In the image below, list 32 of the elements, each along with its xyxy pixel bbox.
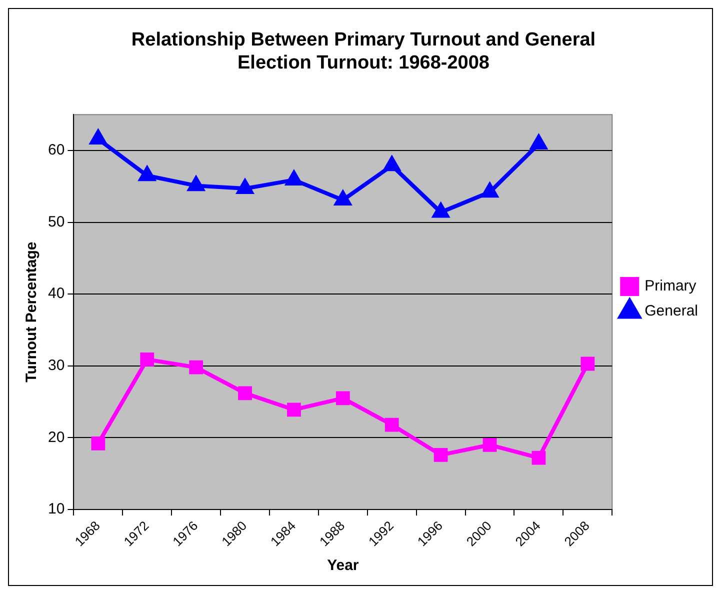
y-axis-title: Turnout Percentage bbox=[23, 242, 40, 382]
point bbox=[432, 203, 449, 218]
point bbox=[336, 391, 350, 406]
legend-label: Primary bbox=[644, 278, 697, 295]
y-tick-label: 10 bbox=[48, 500, 65, 518]
point bbox=[334, 191, 351, 206]
point bbox=[236, 180, 254, 194]
point bbox=[482, 438, 497, 452]
point bbox=[530, 135, 547, 150]
y-tick-label: 30 bbox=[48, 357, 65, 374]
point bbox=[434, 448, 448, 462]
y-tick-label: 60 bbox=[48, 142, 65, 159]
point bbox=[91, 436, 106, 450]
y-tick-label: 50 bbox=[48, 213, 65, 230]
point bbox=[188, 176, 204, 192]
x-axis-title: Year bbox=[327, 557, 359, 574]
point bbox=[287, 402, 301, 417]
point bbox=[482, 183, 498, 198]
point bbox=[384, 418, 399, 432]
point bbox=[286, 170, 302, 186]
y-tick-label: 20 bbox=[48, 428, 65, 446]
point bbox=[139, 166, 156, 182]
point bbox=[189, 360, 204, 374]
point bbox=[384, 156, 400, 172]
point bbox=[532, 450, 546, 465]
point bbox=[90, 130, 106, 145]
legend-label: General bbox=[644, 302, 698, 320]
y-tick-label: 40 bbox=[48, 285, 65, 302]
point bbox=[140, 352, 154, 366]
point bbox=[580, 356, 595, 371]
point bbox=[238, 386, 252, 400]
chart-title: Relationship Between Primary Turnout and General Election Turnout: 1968-2008 bbox=[131, 30, 596, 74]
